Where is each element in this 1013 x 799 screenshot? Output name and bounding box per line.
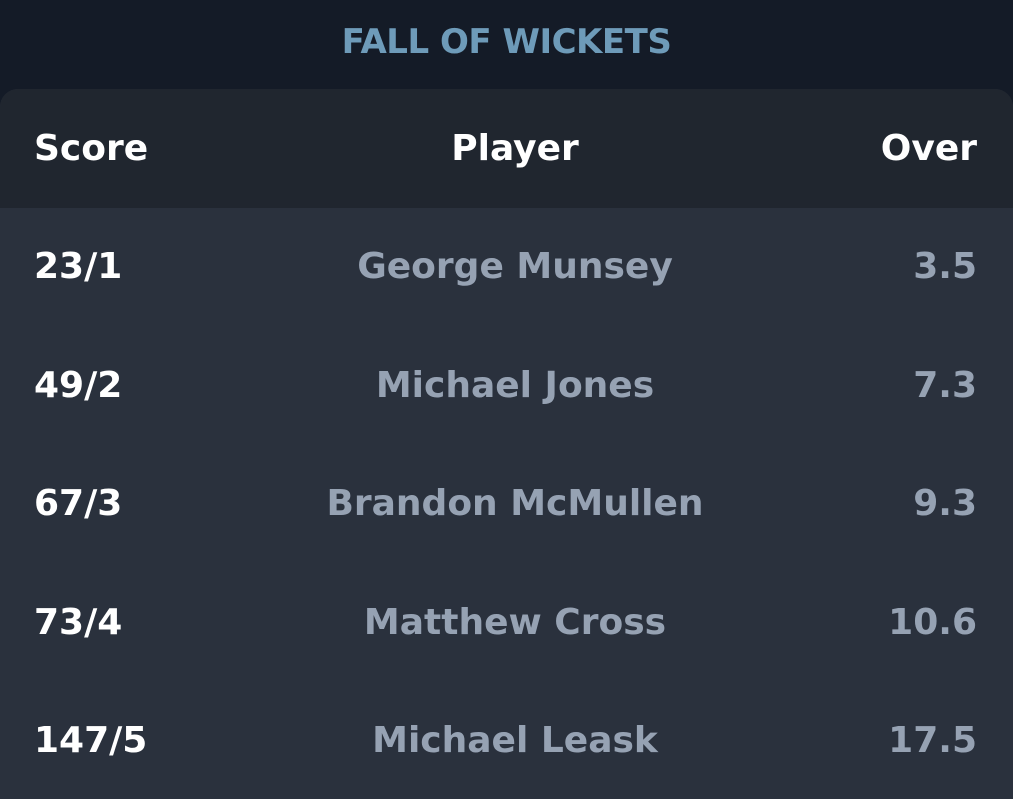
player-cell[interactable]: Matthew Cross <box>363 601 667 643</box>
wickets-table: Score Player Over 23/1 George Munsey 3.5… <box>0 89 1013 799</box>
score-cell: 147/5 <box>34 720 148 761</box>
table-header: Score Player Over <box>0 89 1013 208</box>
score-cell: 49/2 <box>34 364 123 406</box>
table-row: 67/3 Brandon McMullen 9.3 <box>0 445 1013 564</box>
player-cell[interactable]: George Munsey <box>357 246 673 287</box>
header-player: Player <box>451 128 579 169</box>
header-score: Score <box>34 128 149 169</box>
table-row: 147/5 Michael Leask 17.5 <box>0 682 1013 799</box>
table-row: 73/4 Matthew Cross 10.6 <box>0 564 1013 683</box>
over-cell: 7.3 <box>913 364 977 406</box>
header-over: Over <box>880 128 977 169</box>
score-cell: 67/3 <box>34 483 123 524</box>
over-cell: 9.3 <box>913 483 977 524</box>
player-cell[interactable]: Michael Leask <box>372 720 658 761</box>
player-cell[interactable]: Brandon McMullen <box>326 483 704 524</box>
score-cell: 73/4 <box>34 601 123 643</box>
table-row: 23/1 George Munsey 3.5 <box>0 208 1013 327</box>
over-cell: 17.5 <box>888 720 977 761</box>
table-row: 49/2 Michael Jones 7.3 <box>0 327 1013 446</box>
over-cell: 3.5 <box>913 246 977 287</box>
score-cell: 23/1 <box>34 246 123 287</box>
over-cell: 10.6 <box>888 601 977 643</box>
section-title: FALL OF WICKETS <box>341 22 672 62</box>
player-cell[interactable]: Michael Jones <box>375 364 655 406</box>
